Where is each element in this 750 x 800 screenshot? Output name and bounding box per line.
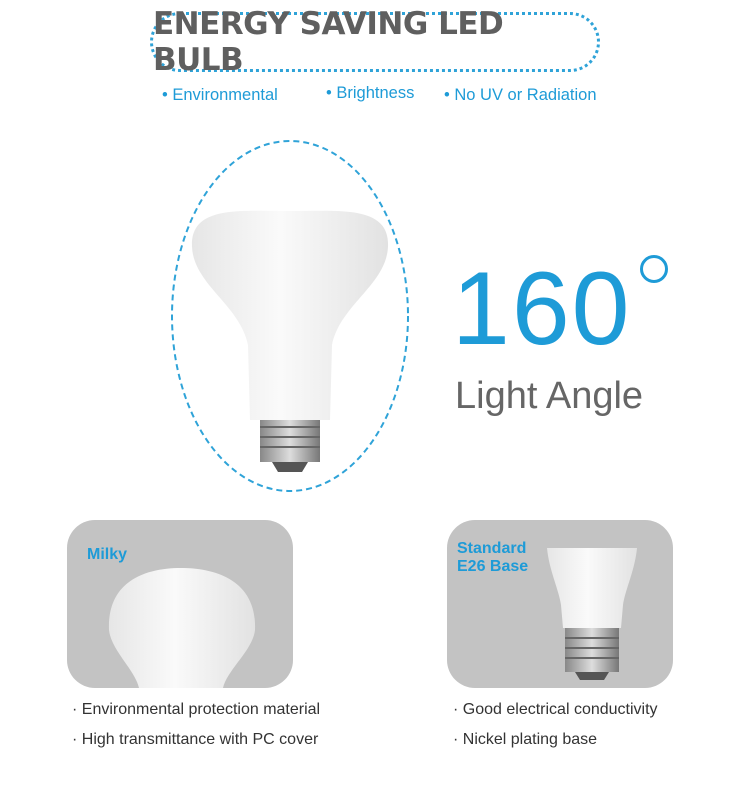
milky-label: Milky <box>87 546 128 563</box>
bulb-dome-closeup <box>108 568 256 688</box>
base-panel: Standard E26 Base <box>447 520 673 688</box>
base-label-line1: Standard <box>457 540 527 557</box>
milky-feature-1: · Environmental protection material <box>72 701 321 718</box>
angle-label: Light Angle <box>455 375 644 417</box>
bulb-base-closeup <box>547 548 637 680</box>
milky-feature-2: · High transmittance with PC cover <box>72 731 319 748</box>
base-feature-2: · Nickel plating base <box>453 731 598 748</box>
title: ENERGY SAVING LED BULB <box>153 6 504 78</box>
title-banner: ENERGY SAVING LED BULB <box>150 6 600 78</box>
base-feature-1: · Good electrical conductivity <box>453 701 658 718</box>
base-label-line2: E26 Base <box>457 558 529 575</box>
base-label: Standard E26 Base <box>457 540 528 576</box>
angle-value: 160 <box>452 251 632 367</box>
bulb-illustration <box>171 140 409 492</box>
feature-no-uv: • No UV or Radiation <box>444 86 597 104</box>
degree-symbol <box>640 255 668 283</box>
feature-brightness: • Brightness <box>326 84 415 102</box>
feature-environmental: • Environmental <box>162 86 278 104</box>
milky-panel: Milky <box>67 520 293 688</box>
